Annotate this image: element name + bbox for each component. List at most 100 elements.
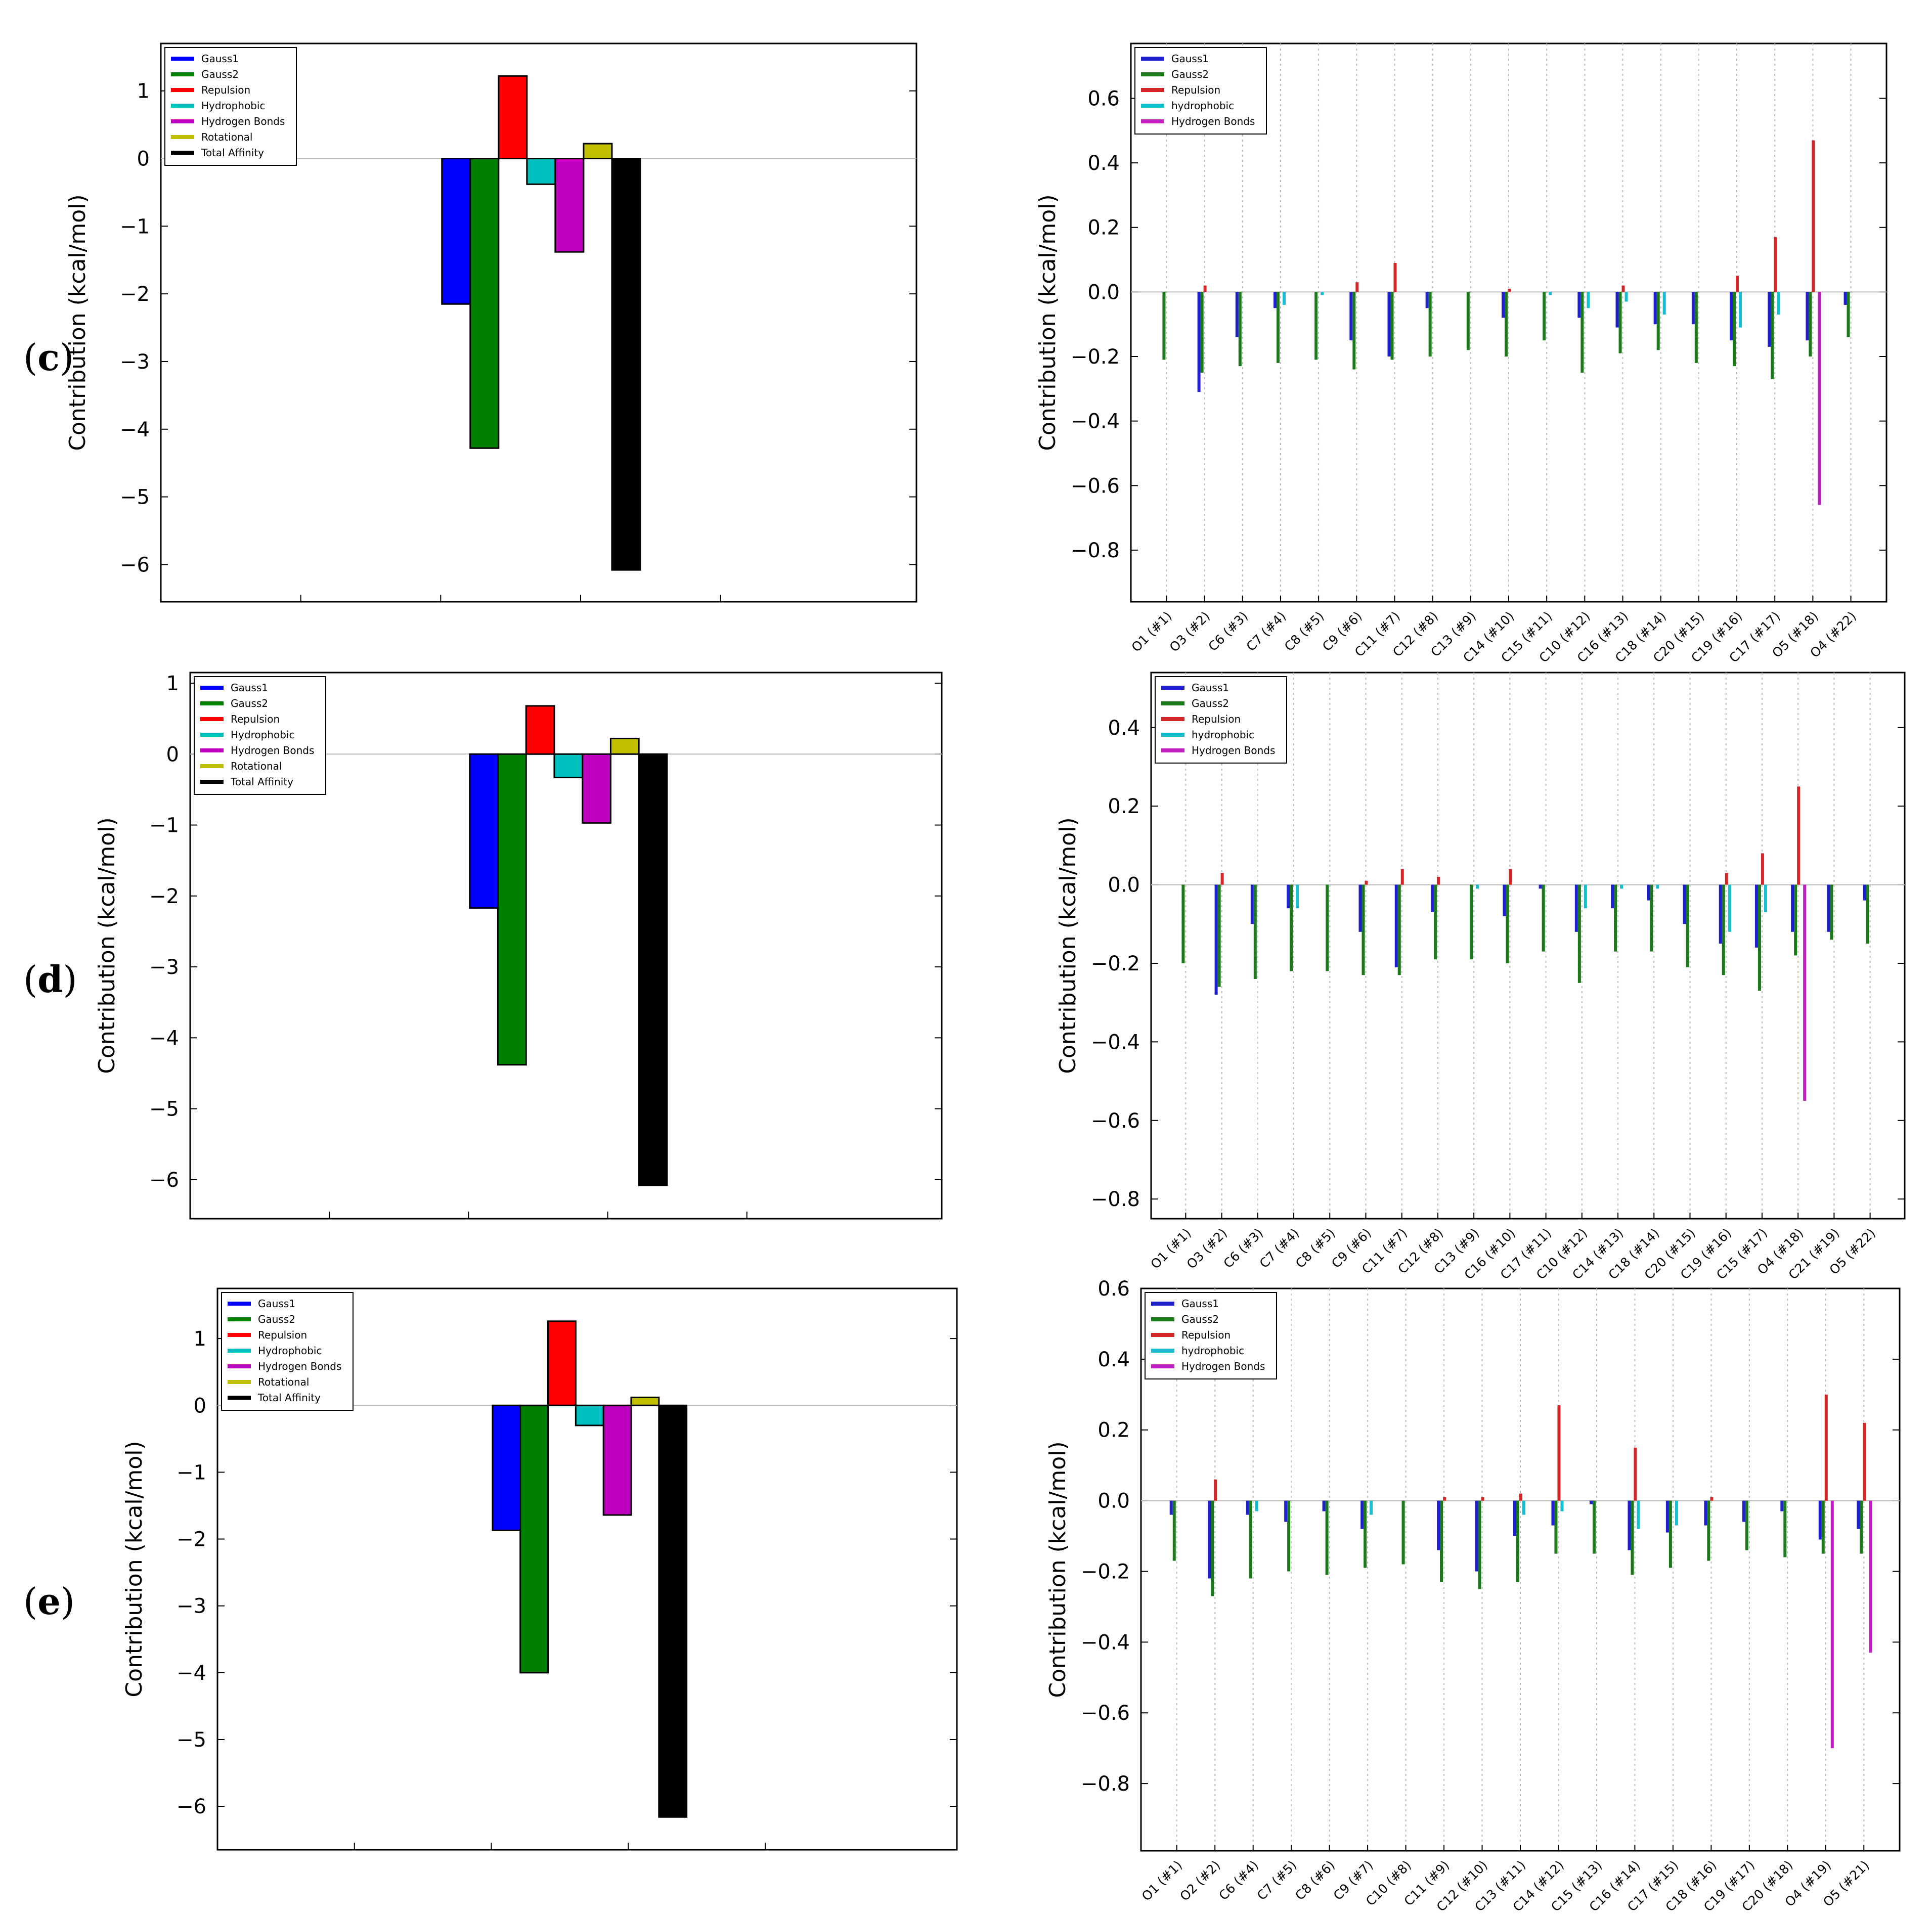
- bar-gauss1: [1208, 1500, 1211, 1579]
- bar-gauss2: [1314, 292, 1318, 360]
- plot-frame: [189, 672, 943, 1220]
- bar-repulsion: [1634, 1447, 1637, 1501]
- bar-gauss1: [1857, 1500, 1860, 1529]
- legend-label: Hydrogen Bonds: [1171, 115, 1255, 127]
- bar-gauss2: [1238, 292, 1242, 367]
- legend-label: Gauss2: [258, 1313, 295, 1325]
- bar-hydrophobic: [1476, 884, 1479, 889]
- bar-repulsion: [1863, 1422, 1866, 1501]
- legend-label: Gauss2: [1171, 68, 1209, 80]
- bar-repulsion: [1481, 1497, 1484, 1501]
- bar-repulsion: [1443, 1497, 1446, 1501]
- x-tick-label: O1 (#1): [1129, 609, 1175, 655]
- y-tick-label: −5: [177, 1728, 206, 1752]
- bar-gauss1: [1250, 884, 1254, 924]
- bar-gauss2: [1631, 1500, 1634, 1575]
- bar-gauss1: [492, 1404, 521, 1531]
- legend-label: Hydrogen Bonds: [1192, 744, 1275, 756]
- chart-d-right: −0.8 −0.6 −0.4 −0.2 0.0 0.2 0.4 Contribution (k…: [1055, 672, 1906, 1282]
- bar-hydrogen-bonds: [1803, 884, 1807, 1101]
- bar-repulsion: [525, 705, 555, 755]
- legend-label: Gauss2: [231, 697, 268, 709]
- bar-hydrophobic: [1584, 884, 1587, 909]
- bar-hydrophobic: [1620, 884, 1623, 889]
- bar-repulsion: [1509, 869, 1512, 885]
- bar-repulsion: [1203, 285, 1207, 292]
- bar-hydrophobic: [553, 753, 584, 779]
- bar-hydrophobic: [1587, 292, 1590, 308]
- bar-hydrophobic: [1255, 1500, 1258, 1511]
- y-axis-label: Contribution (kcal/mol): [65, 194, 91, 451]
- bar-gauss1: [1827, 884, 1830, 932]
- bar-gauss2: [1783, 1500, 1787, 1557]
- bar-gauss2: [1592, 1500, 1596, 1554]
- legend-label: Gauss1: [231, 682, 268, 694]
- y-tick-label: 0.0: [1087, 281, 1120, 304]
- bar-gauss1: [1653, 292, 1657, 325]
- bar-repulsion: [1393, 262, 1397, 292]
- legend-label: Hydrophobic: [201, 100, 265, 112]
- bar-gauss2: [1758, 884, 1761, 991]
- bar-gauss2: [1580, 292, 1584, 373]
- bar-gauss2: [497, 753, 527, 1066]
- bar-repulsion: [1797, 786, 1801, 885]
- y-tick-label: 0: [166, 743, 179, 766]
- bar-gauss2: [1253, 884, 1257, 979]
- bar-gauss1: [1502, 292, 1505, 318]
- y-tick-label: −2: [120, 283, 150, 306]
- bar-gauss1: [1349, 292, 1353, 341]
- legend-label: hydrophobic: [1192, 729, 1254, 741]
- bar-hydrogen-bonds: [1818, 292, 1821, 505]
- bar-gauss2: [1325, 1500, 1329, 1575]
- y-tick-label: 0.2: [1108, 795, 1140, 818]
- bar-hydrophobic: [1370, 1500, 1373, 1515]
- bar-repulsion: [1365, 880, 1368, 885]
- plot-frame: [1150, 672, 1906, 1220]
- y-tick-label: −5: [120, 486, 150, 509]
- bar-gauss2: [1618, 292, 1622, 353]
- bar-hydrophobic: [1321, 292, 1324, 295]
- x-tick-label: C8 (#5): [1282, 609, 1327, 654]
- bar-hydrophobic: [1777, 292, 1780, 315]
- bar-repulsion: [1710, 1497, 1714, 1501]
- y-tick-label: −4: [177, 1662, 206, 1685]
- y-tick-label: −0.6: [1071, 474, 1120, 498]
- bar-gauss1: [1768, 292, 1771, 347]
- bar-hydrophobic: [1728, 884, 1731, 932]
- y-tick-label: −6: [177, 1795, 206, 1818]
- x-tick-label: O1 (#1): [1139, 1858, 1185, 1904]
- bar-gauss2: [1362, 884, 1365, 975]
- x-tick-label: C6 (#4): [1216, 1858, 1261, 1903]
- bar-gauss1: [441, 157, 471, 305]
- bar-hydrophobic: [1522, 1500, 1525, 1515]
- bar-gauss2: [1707, 1500, 1710, 1561]
- bar-gauss1: [1704, 1500, 1707, 1526]
- legend-label: Repulsion: [201, 84, 250, 96]
- bar-gauss2: [1352, 292, 1356, 370]
- plot-frame: [160, 42, 917, 603]
- panel-label-c: (c): [23, 336, 74, 379]
- y-tick-label: −0.8: [1071, 539, 1120, 562]
- bar-gauss2: [1554, 1500, 1558, 1554]
- bar-gauss2: [1686, 884, 1689, 967]
- plot-frame: [216, 1287, 958, 1851]
- bar-hydrophobic: [526, 157, 556, 185]
- legend-label: Gauss1: [258, 1298, 295, 1310]
- bar-gauss2: [1326, 884, 1329, 971]
- bar-gauss1: [1322, 1500, 1326, 1511]
- y-tick-label: 1: [137, 80, 150, 103]
- bar-gauss2: [469, 157, 500, 449]
- legend-label: Gauss1: [1171, 53, 1209, 65]
- y-tick-label: −6: [120, 553, 150, 576]
- bar-gauss2: [1397, 884, 1401, 975]
- y-tick-label: −3: [149, 956, 179, 979]
- legend-label: Repulsion: [1181, 1329, 1231, 1341]
- bar-gauss2: [1440, 1500, 1443, 1582]
- y-tick-label: −4: [149, 1027, 179, 1050]
- y-tick-label: −2: [177, 1528, 206, 1551]
- bar-gauss2: [1577, 884, 1581, 983]
- y-tick-label: 1: [194, 1327, 206, 1351]
- y-tick-label: −0.2: [1081, 1560, 1130, 1583]
- y-tick-label: 0.4: [1087, 152, 1120, 175]
- panel-label-d: (d): [23, 958, 77, 1001]
